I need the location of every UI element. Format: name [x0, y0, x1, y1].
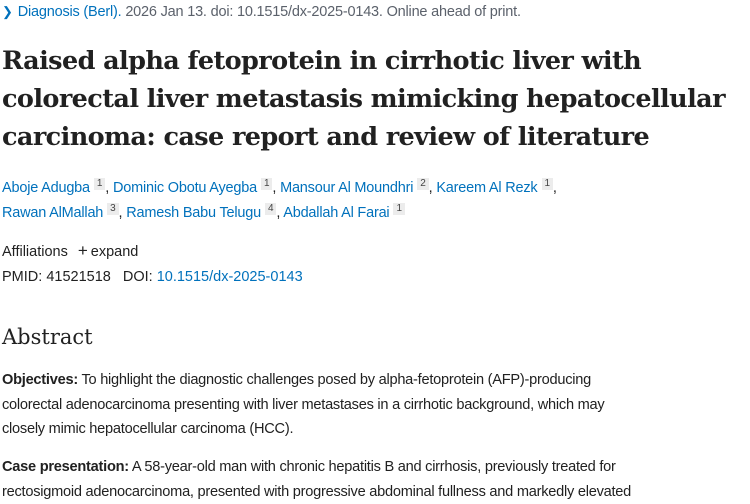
citation-line: ❯ Diagnosis (Berl). 2026 Jan 13. doi: 10.…	[2, 4, 521, 20]
author-link[interactable]: Dominic Obotu Ayegba	[113, 180, 257, 196]
author-link[interactable]: Ramesh Babu Telugu	[126, 205, 261, 221]
affiliations-toggle[interactable]: Affiliations +expand	[2, 241, 138, 261]
article-title: Raised alpha fetoprotein in cirrhotic li…	[2, 42, 725, 156]
paragraph-line: colorectal adenocarcinoma presenting wit…	[2, 393, 604, 418]
author-link[interactable]: Kareem Al Rezk	[436, 180, 537, 196]
paragraph-line: A 58-year-old man with chronic hepatitis…	[129, 459, 616, 475]
affiliation-badge[interactable]: 1	[393, 203, 404, 215]
affiliation-badge[interactable]: 2	[417, 178, 428, 190]
author-link[interactable]: Rawan AlMallah	[2, 205, 103, 221]
affiliation-badge[interactable]: 1	[94, 178, 105, 190]
affiliation-badge[interactable]: 1	[542, 178, 553, 190]
doi-label: DOI:	[123, 269, 153, 285]
paragraph-line: closely mimic hepatocellular carcinoma (…	[2, 417, 604, 442]
author-link[interactable]: Mansour Al Moundhri	[280, 180, 413, 196]
title-line: Raised alpha fetoprotein in cirrhotic li…	[2, 42, 725, 80]
chevron-right-icon[interactable]: ❯	[2, 4, 13, 19]
objectives-label: Objectives:	[2, 372, 78, 388]
doi-link[interactable]: 10.1515/dx-2025-0143	[157, 269, 303, 285]
affiliations-label: Affiliations	[2, 244, 68, 260]
abstract-objectives: Objectives: To highlight the diagnostic …	[2, 368, 604, 442]
title-line: carcinoma: case report and review of lit…	[2, 118, 725, 156]
abstract-case-presentation: Case presentation: A 58-year-old man wit…	[2, 455, 631, 504]
case-presentation-label: Case presentation:	[2, 459, 129, 475]
expand-label[interactable]: expand	[91, 244, 139, 260]
paragraph-line: rectosigmoid adenocarcinoma, presented w…	[2, 480, 631, 504]
author-link[interactable]: Abdallah Al Farai	[283, 205, 389, 221]
author-link[interactable]: Aboje Adugba	[2, 180, 90, 196]
abstract-heading: Abstract	[2, 325, 93, 349]
title-line: colorectal liver metastasis mimicking he…	[2, 80, 725, 118]
affiliation-badge[interactable]: 3	[107, 203, 118, 215]
affiliation-badge[interactable]: 4	[265, 203, 276, 215]
paragraph-line: To highlight the diagnostic challenges p…	[78, 372, 591, 388]
identifiers: PMID: 41521518 DOI: 10.1515/dx-2025-0143	[2, 269, 303, 285]
affiliation-badge[interactable]: 1	[261, 178, 272, 190]
pmid-value: 41521518	[46, 269, 111, 285]
pmid-label: PMID:	[2, 269, 42, 285]
journal-link[interactable]: Diagnosis (Berl).	[18, 4, 122, 20]
plus-icon: +	[78, 241, 88, 260]
citation-details: 2026 Jan 13. doi: 10.1515/dx-2025-0143. …	[121, 4, 520, 20]
